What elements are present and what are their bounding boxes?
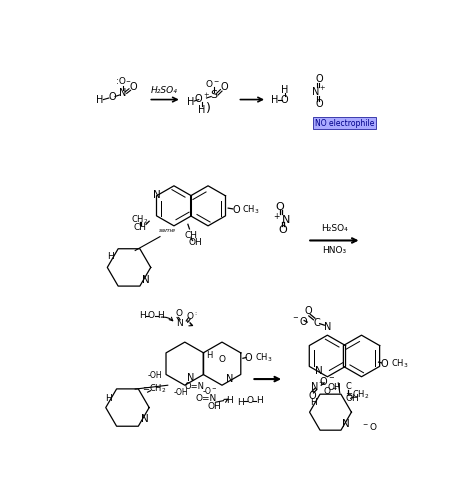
Text: CH: CH bbox=[184, 231, 198, 240]
Text: -O$^-$: -O$^-$ bbox=[201, 385, 218, 396]
Text: O: O bbox=[219, 355, 226, 365]
Text: O: O bbox=[148, 311, 155, 320]
Text: N: N bbox=[141, 414, 148, 424]
Text: O: O bbox=[315, 74, 323, 84]
Text: H: H bbox=[206, 352, 213, 361]
Text: same: same bbox=[159, 228, 176, 233]
Text: CH$_2$: CH$_2$ bbox=[131, 213, 148, 226]
Text: O: O bbox=[245, 353, 252, 363]
Text: $^+$N: $^+$N bbox=[272, 211, 292, 227]
Text: H: H bbox=[256, 396, 263, 405]
Text: OH: OH bbox=[346, 394, 359, 403]
Text: O: O bbox=[129, 82, 137, 92]
Text: N: N bbox=[153, 190, 161, 200]
Text: O$^-$: O$^-$ bbox=[323, 385, 338, 396]
Text: H₂SO₄: H₂SO₄ bbox=[151, 86, 178, 95]
Text: O: O bbox=[281, 95, 289, 105]
Text: O: O bbox=[278, 225, 287, 235]
Text: O: O bbox=[108, 92, 116, 102]
Text: O: O bbox=[315, 99, 323, 109]
Text: O: O bbox=[305, 307, 313, 316]
Text: H: H bbox=[157, 311, 164, 320]
Text: N: N bbox=[226, 374, 233, 384]
Text: CH$_3$: CH$_3$ bbox=[242, 203, 260, 216]
Text: H: H bbox=[281, 85, 289, 95]
Text: $^-$O: $^-$O bbox=[361, 421, 377, 432]
Text: H: H bbox=[310, 398, 317, 407]
Text: =CH$_2$: =CH$_2$ bbox=[142, 382, 167, 394]
Text: N$^+$: N$^+$ bbox=[310, 379, 326, 392]
Text: H: H bbox=[106, 394, 112, 403]
Text: N$^+$: N$^+$ bbox=[311, 85, 327, 98]
Text: O: O bbox=[232, 205, 240, 215]
Text: N: N bbox=[119, 88, 127, 98]
Text: OH: OH bbox=[328, 383, 341, 392]
Text: O: O bbox=[175, 309, 182, 318]
Text: O: O bbox=[246, 396, 254, 405]
Text: CH: CH bbox=[133, 223, 146, 232]
Text: O: O bbox=[276, 201, 284, 212]
Text: S: S bbox=[210, 90, 218, 100]
Text: OH: OH bbox=[207, 402, 221, 411]
Text: OH: OH bbox=[189, 238, 202, 248]
Text: CH$_3$: CH$_3$ bbox=[391, 358, 409, 370]
Text: H: H bbox=[139, 311, 146, 320]
Text: H: H bbox=[271, 95, 278, 105]
Text: C: C bbox=[346, 382, 351, 391]
Text: N$^+$: N$^+$ bbox=[176, 317, 191, 329]
Text: O=N: O=N bbox=[184, 382, 204, 391]
Text: H₂SO₄: H₂SO₄ bbox=[321, 224, 348, 234]
Text: N: N bbox=[187, 372, 195, 382]
Text: NO electrophile: NO electrophile bbox=[315, 119, 374, 128]
Text: $^-$O: $^-$O bbox=[291, 314, 309, 326]
Text: N: N bbox=[324, 322, 331, 332]
Text: H: H bbox=[187, 97, 195, 107]
Text: CH$_3$: CH$_3$ bbox=[255, 351, 272, 364]
Text: O: O bbox=[308, 391, 316, 401]
Text: O$^-$: O$^-$ bbox=[205, 78, 220, 89]
Text: H: H bbox=[96, 95, 103, 105]
Text: N: N bbox=[315, 367, 323, 376]
Text: O$^{:}$: O$^{:}$ bbox=[186, 310, 198, 320]
Text: H: H bbox=[237, 398, 244, 407]
Text: -OH: -OH bbox=[148, 371, 163, 380]
Text: O: O bbox=[220, 82, 228, 92]
Text: O$^-$: O$^-$ bbox=[319, 374, 336, 386]
Text: H: H bbox=[198, 105, 206, 115]
Text: O=N: O=N bbox=[196, 394, 217, 403]
Text: H: H bbox=[227, 396, 233, 405]
Text: O$^+$: O$^+$ bbox=[194, 92, 210, 105]
Text: :O: :O bbox=[116, 77, 126, 86]
Text: H: H bbox=[107, 252, 114, 261]
Text: ): ) bbox=[206, 102, 210, 115]
Text: O: O bbox=[381, 359, 389, 369]
Text: =CH$_2$: =CH$_2$ bbox=[346, 389, 370, 401]
Text: N: N bbox=[142, 275, 150, 285]
Text: HNO₃: HNO₃ bbox=[322, 246, 346, 255]
Text: N: N bbox=[342, 419, 350, 429]
Text: $^-$: $^-$ bbox=[124, 77, 131, 86]
Text: C: C bbox=[314, 318, 321, 328]
Text: -OH: -OH bbox=[173, 388, 188, 397]
